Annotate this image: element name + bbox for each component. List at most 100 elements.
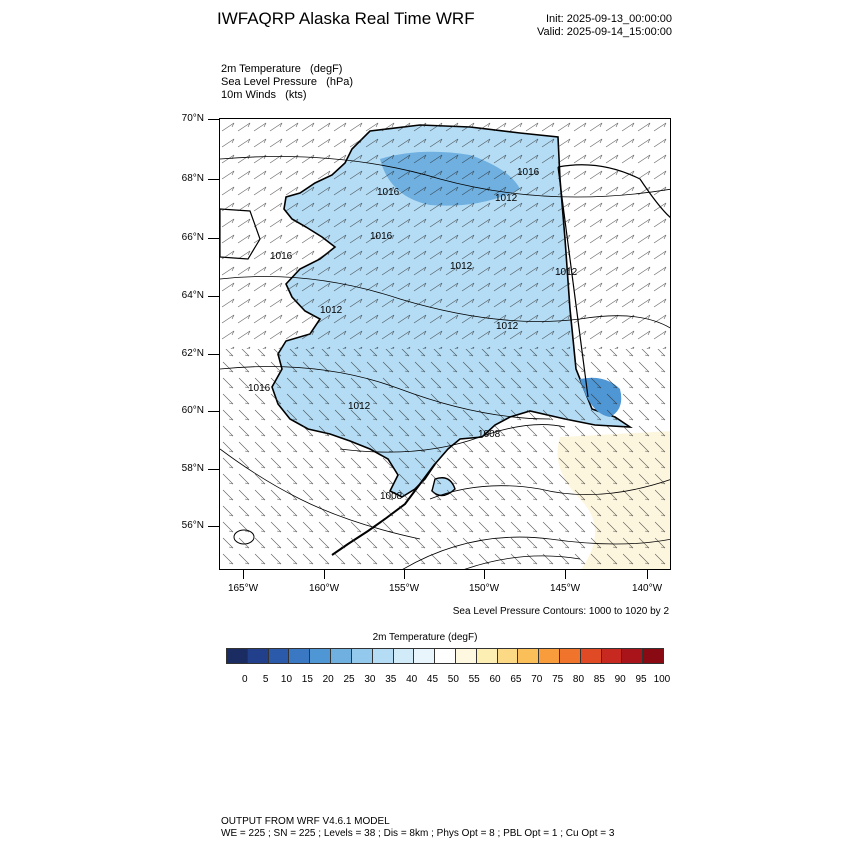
- pressure-label: 1016: [370, 231, 393, 242]
- init-time: Init: 2025-09-13_00:00:00: [546, 13, 672, 25]
- colorbar-tick-label: 70: [531, 674, 543, 685]
- colorbar-tick-label: 35: [385, 674, 397, 685]
- wind-barbs-south: [220, 349, 670, 569]
- lat-label: 60°N: [181, 405, 204, 416]
- colorbar: [226, 648, 664, 664]
- colorbar-tick-label: 55: [468, 674, 480, 685]
- colorbar-swatch: [351, 649, 373, 663]
- map-canvas: 1016 1016 1016 1012 1016 1012 1016 1012 …: [220, 119, 670, 569]
- colorbar-tick-label: 95: [635, 674, 647, 685]
- colorbar-tick-label: 100: [653, 674, 671, 685]
- lat-label: 64°N: [181, 290, 204, 301]
- colorbar-tick-label: 90: [614, 674, 626, 685]
- model-footer: OUTPUT FROM WRF V4.6.1 MODEL WE = 225 ; …: [221, 816, 614, 840]
- lat-label: 58°N: [181, 463, 204, 474]
- colorbar-swatch: [497, 649, 519, 663]
- colorbar-tick-label: 65: [510, 674, 522, 685]
- lat-label: 62°N: [181, 348, 204, 359]
- colorbar-swatch: [560, 649, 581, 663]
- colorbar-swatch: [372, 649, 394, 663]
- pressure-label: 1012: [495, 193, 518, 204]
- lon-tick: [647, 570, 648, 579]
- colorbar-tick-label: 60: [489, 674, 501, 685]
- lon-label: 150°W: [468, 583, 500, 594]
- lat-label: 56°N: [181, 520, 204, 531]
- pressure-label: 1016: [517, 167, 540, 178]
- wind-barbs-north: [220, 119, 670, 349]
- colorbar-tick-label: 15: [301, 674, 313, 685]
- lon-tick: [484, 570, 485, 579]
- colorbar-swatch: [518, 649, 540, 663]
- pressure-label: 1016: [248, 383, 271, 394]
- run-times: Init: 2025-09-13_00:00:00 Valid: 2025-09…: [537, 13, 672, 39]
- colorbar-swatch: [227, 649, 248, 663]
- pressure-label: 1012: [450, 261, 473, 272]
- lat-tick: [208, 179, 219, 180]
- pressure-label: 1012: [348, 401, 371, 412]
- pressure-label: 1016: [377, 187, 400, 198]
- footer-config: WE = 225 ; SN = 225 ; Levels = 38 ; Dis …: [221, 828, 615, 839]
- colorbar-swatch: [455, 649, 477, 663]
- colorbar-swatch: [393, 649, 415, 663]
- pressure-label: 1016: [270, 251, 293, 262]
- colorbar-tick-label: 25: [343, 674, 355, 685]
- pressure-labels: 1016 1016 1016 1012 1016 1012 1016 1012 …: [248, 167, 578, 502]
- colorbar-tick-label: 30: [364, 674, 376, 685]
- lat-tick: [208, 354, 219, 355]
- lat-tick: [208, 296, 219, 297]
- colorbar-swatch: [310, 649, 332, 663]
- colorbar-swatch: [539, 649, 560, 663]
- colorbar-swatch: [476, 649, 498, 663]
- colorbar-tick-label: 0: [241, 674, 248, 685]
- lon-tick: [324, 570, 325, 579]
- lat-tick: [208, 526, 219, 527]
- variable-winds: 10m Winds (kts): [221, 89, 307, 101]
- variable-pressure: Sea Level Pressure (hPa): [221, 76, 354, 88]
- lon-label: 165°W: [227, 583, 259, 594]
- lon-label: 160°W: [308, 583, 340, 594]
- lon-tick: [404, 570, 405, 579]
- footer-model: OUTPUT FROM WRF V4.6.1 MODEL: [221, 816, 390, 827]
- colorbar-labels: 0 5 10 15 20 25 30 35 40 45 50 55 60 65 70 75 80 85 90 95 10…: [0, 674, 850, 688]
- lat-tick: [208, 469, 219, 470]
- variable-list: 2m Temperature (degF) Sea Level Pressure…: [221, 63, 353, 102]
- lon-label: 140°W: [631, 583, 663, 594]
- colorbar-tick-label: 85: [593, 674, 605, 685]
- lat-tick: [208, 119, 219, 120]
- lat-label: 66°N: [181, 232, 204, 243]
- pressure-label: 1012: [320, 305, 343, 316]
- pressure-label: 1012: [555, 267, 578, 278]
- lon-label: 155°W: [388, 583, 420, 594]
- colorbar-swatch: [435, 649, 456, 663]
- lat-tick: [208, 238, 219, 239]
- colorbar-tick-label: 5: [262, 674, 269, 685]
- colorbar-swatch: [247, 649, 269, 663]
- lon-tick: [243, 570, 244, 579]
- map-panel: 1016 1016 1016 1012 1016 1012 1016 1012 …: [219, 118, 671, 570]
- pressure-label: 1008: [478, 429, 501, 440]
- variable-temperature: 2m Temperature (degF): [221, 63, 343, 75]
- pressure-label: 1008: [380, 491, 403, 502]
- colorbar-swatch: [268, 649, 290, 663]
- valid-time: Valid: 2025-09-14_15:00:00: [537, 26, 672, 38]
- colorbar-swatch: [289, 649, 311, 663]
- contour-note: Sea Level Pressure Contours: 1000 to 102…: [452, 606, 669, 617]
- colorbar-swatch: [643, 649, 664, 663]
- colorbar-tick-label: 80: [572, 674, 585, 685]
- colorbar-tick-label: 50: [447, 674, 459, 685]
- lat-tick: [208, 411, 219, 412]
- colorbar-tick-label: 20: [322, 674, 334, 685]
- colorbar-swatch: [622, 649, 644, 663]
- colorbar-swatch: [580, 649, 602, 663]
- colorbar-title: 2m Temperature (degF): [372, 632, 478, 643]
- colorbar-tick-label: 45: [426, 674, 439, 685]
- colorbar-swatch: [414, 649, 436, 663]
- pressure-label: 1012: [496, 321, 519, 332]
- lat-label: 68°N: [181, 173, 204, 184]
- isobars: [220, 156, 670, 569]
- colorbar-tick-label: 75: [552, 674, 564, 685]
- lon-label: 145°W: [549, 583, 581, 594]
- colorbar-swatch: [601, 649, 623, 663]
- plot-title: IWFAQRP Alaska Real Time WRF: [217, 9, 475, 28]
- colorbar-tick-label: 10: [280, 674, 293, 685]
